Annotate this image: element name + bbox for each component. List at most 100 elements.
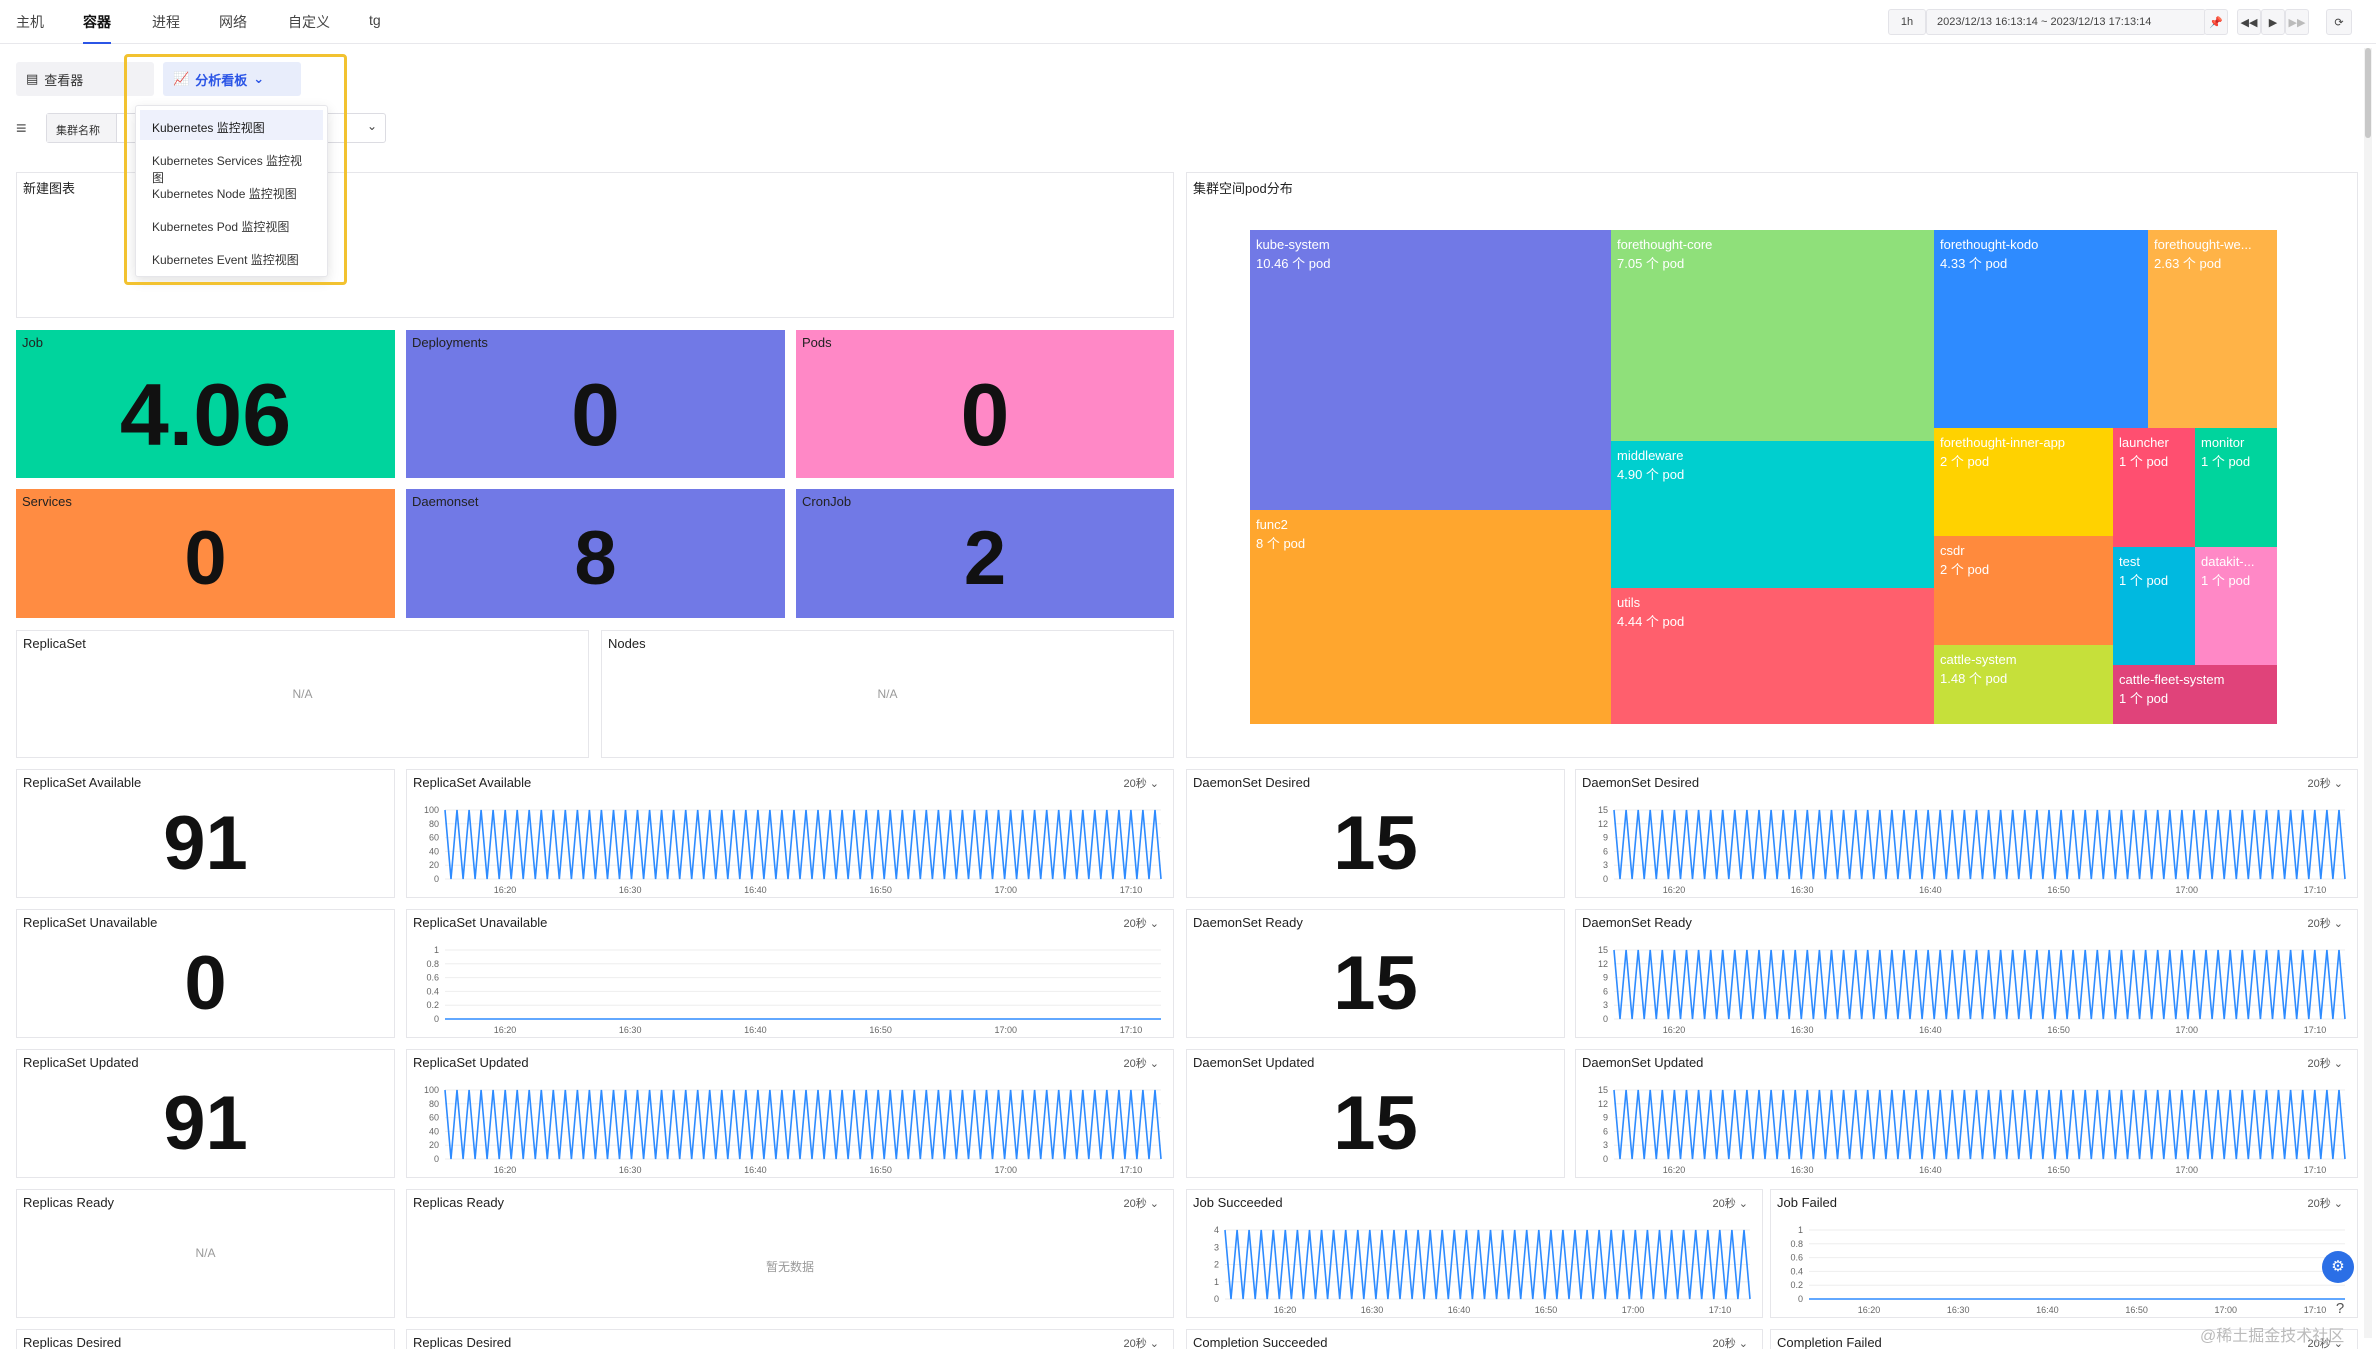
dropdown-item-kubernetes-services[interactable]: Kubernetes Services 监控视图 [152, 154, 303, 185]
treemap-cell[interactable]: test 1 个 pod [2113, 547, 2195, 665]
treemap-cell[interactable]: middleware 4.90 个 pod [1611, 441, 1934, 588]
line-chart: 15 12 9 6 3 0 16:20 16:30 16:40 16:50 17:00 17:10 [1598, 945, 2346, 1035]
series-line [444, 1089, 1162, 1160]
y-tick-label: 15 [1598, 1085, 1608, 1095]
interval-select[interactable]: 20秒 ⌄ [2307, 778, 2343, 790]
dropdown-item-kubernetes-node[interactable]: Kubernetes Node 监控视图 [152, 187, 297, 201]
y-tick-label: 12 [1598, 819, 1608, 829]
treemap-cell[interactable]: forethought-inner-app 2 个 pod [1934, 428, 2113, 536]
interval-select[interactable]: 20秒 ⌄ [2307, 1198, 2343, 1210]
stat-value: 2 [963, 516, 1007, 601]
treemap-cell[interactable]: func2 8 个 pod [1250, 510, 1611, 724]
y-tick-label: 1 [1798, 1225, 1803, 1235]
dropdown-item-kubernetes-pod[interactable]: Kubernetes Pod 监控视图 [152, 220, 290, 234]
interval-select[interactable]: 20秒 ⌄ [1712, 1338, 1748, 1349]
range-short-button[interactable]: 1h [1888, 9, 1926, 35]
x-tick-label: 17:00 [995, 1165, 1018, 1175]
panel-title: ReplicaSet Unavailable [23, 915, 158, 930]
scrollbar-track[interactable] [2364, 48, 2372, 1338]
scrollbar-thumb[interactable] [2365, 48, 2371, 138]
rewind-icon[interactable]: ◀◀ [2237, 9, 2261, 35]
series-line [1613, 1089, 2346, 1160]
panel-title: Replicas Desired [23, 1335, 122, 1349]
y-tick-label: 9 [1603, 833, 1608, 843]
chevron-down-icon: ⌄ [253, 71, 265, 86]
interval-select[interactable]: 20秒 ⌄ [1123, 1198, 1159, 1210]
x-tick-label: 17:00 [2176, 1025, 2199, 1035]
line-chart: 4 3 2 1 0 16:20 16:30 16:40 16:50 17:00 17:10 [1214, 1225, 1751, 1315]
tab-container[interactable]: 容器 [83, 12, 111, 44]
x-tick-label: 17:00 [2215, 1305, 2238, 1315]
treemap-cell[interactable]: cattle-system 1.48 个 pod [1934, 645, 2113, 724]
tab-custom[interactable]: 自定义 [288, 14, 330, 30]
interval-select[interactable]: 20秒 ⌄ [1123, 778, 1159, 790]
treemap-cell[interactable]: launcher 1 个 pod [2113, 428, 2195, 547]
na-text: N/A [877, 687, 898, 701]
x-tick-label: 16:20 [1663, 1165, 1686, 1175]
dropdown-item-kubernetes-event[interactable]: Kubernetes Event 监控视图 [152, 253, 299, 267]
y-tick-label: 15 [1598, 945, 1608, 955]
services-stat-tile: Services 0 [16, 489, 395, 618]
pin-icon[interactable]: 📌 [2204, 9, 2228, 35]
viewer-tab[interactable]: ▤ 查看器 [16, 62, 154, 96]
treemap-cell-value: 1.48 个 pod [1940, 671, 2008, 686]
assistant-icon[interactable]: ⚙ [2322, 1251, 2354, 1283]
time-range-picker[interactable]: 2023/12/13 16:13:14 ~ 2023/12/13 17:13:1… [1926, 9, 2206, 35]
treemap-cell[interactable]: datakit-... 1 个 pod [2195, 547, 2277, 665]
na-text: N/A [292, 687, 313, 701]
tab-network[interactable]: 网络 [219, 14, 247, 30]
treemap-cell-value: 1 个 pod [2119, 573, 2169, 588]
treemap-cell[interactable]: cattle-fleet-system 1 个 pod [2113, 665, 2277, 724]
treemap-cell[interactable]: forethought-core 7.05 个 pod [1611, 230, 1934, 441]
viewer-icon: ▤ [26, 71, 39, 86]
nodes-panel: Nodes N/A [601, 630, 1174, 758]
treemap-cell-value: 1 个 pod [2201, 573, 2251, 588]
y-tick-label: 0 [1603, 1154, 1608, 1164]
interval-select[interactable]: 20秒 ⌄ [2307, 1058, 2343, 1070]
job-succeeded-chart: Job Succeeded 20秒 ⌄ 4 3 2 1 0 16:20 16:30 16:40… [1186, 1189, 1763, 1318]
rs-unavailable-stat: ReplicaSet Unavailable 0 [16, 909, 395, 1038]
interval-select[interactable]: 20秒 ⌄ [1123, 918, 1159, 930]
treemap-cell[interactable]: kube-system 10.46 个 pod [1250, 230, 1611, 510]
deployments-stat-tile: Deployments 0 [406, 330, 785, 478]
interval-select[interactable]: 20秒 ⌄ [2307, 918, 2343, 930]
y-tick-label: 100 [424, 1085, 439, 1095]
ds-desired-stat: DaemonSet Desired 15 [1186, 769, 1565, 898]
refresh-icon[interactable]: ⟳ [2326, 9, 2352, 35]
y-tick-label: 0 [434, 874, 439, 884]
y-tick-label: 3 [1603, 860, 1608, 870]
y-tick-label: 3 [1603, 1140, 1608, 1150]
help-icon[interactable]: ? [2335, 1300, 2345, 1317]
treemap-cell[interactable]: csdr 2 个 pod [1934, 536, 2113, 645]
tab-process[interactable]: 进程 [152, 14, 180, 30]
completion-failed-chart: Completion Failed 20秒 ⌄ [1770, 1329, 2358, 1349]
ds-ready-chart: DaemonSet Ready 20秒 ⌄ 15 12 9 6 3 0 16:20 16:30… [1575, 909, 2358, 1038]
treemap-cell[interactable]: utils 4.44 个 pod [1611, 588, 1934, 724]
dropdown-item-kubernetes[interactable]: Kubernetes 监控视图 [140, 110, 323, 140]
fast-forward-icon[interactable]: ▶▶ [2285, 9, 2309, 35]
treemap-cell-name: monitor [2201, 435, 2245, 450]
interval-select[interactable]: 20秒 ⌄ [1123, 1338, 1159, 1349]
interval-select[interactable]: 20秒 ⌄ [1123, 1058, 1159, 1070]
dashboard-tab[interactable]: 📈 分析看板 ⌄ [163, 62, 301, 96]
treemap-cell[interactable]: forethought-kodo 4.33 个 pod [1934, 230, 2148, 428]
line-chart: 100 80 60 40 20 0 16:20 16:30 16:40 16:50 17:00 17:… [424, 1085, 1162, 1175]
watermark: @稀土掘金技术社区 [2200, 1328, 2345, 1345]
x-tick-label: 17:10 [1120, 1025, 1143, 1035]
treemap-cell-name: datakit-... [2201, 554, 2255, 569]
treemap-cell[interactable]: monitor 1 个 pod [2195, 428, 2277, 547]
interval-select[interactable]: 20秒 ⌄ [2307, 1338, 2343, 1349]
stat-title: CronJob [802, 494, 852, 509]
x-tick-label: 17:10 [1120, 885, 1143, 895]
treemap-cell-value: 1 个 pod [2201, 454, 2251, 469]
interval-select[interactable]: 20秒 ⌄ [1712, 1198, 1748, 1210]
cronjob-stat-tile: CronJob 2 [796, 489, 1174, 618]
treemap-cell-value: 2 个 pod [1940, 562, 1990, 577]
tab-host[interactable]: 主机 [16, 14, 44, 30]
treemap-cell[interactable]: forethought-we... 2.63 个 pod [2148, 230, 2277, 428]
play-icon[interactable]: ▶ [2261, 9, 2285, 35]
replicaset-panel: ReplicaSet N/A [16, 630, 589, 758]
x-tick-label: 17:00 [2176, 885, 2199, 895]
filter-icon[interactable]: ≡ [16, 118, 27, 138]
tab-tg[interactable]: tg [369, 12, 381, 28]
